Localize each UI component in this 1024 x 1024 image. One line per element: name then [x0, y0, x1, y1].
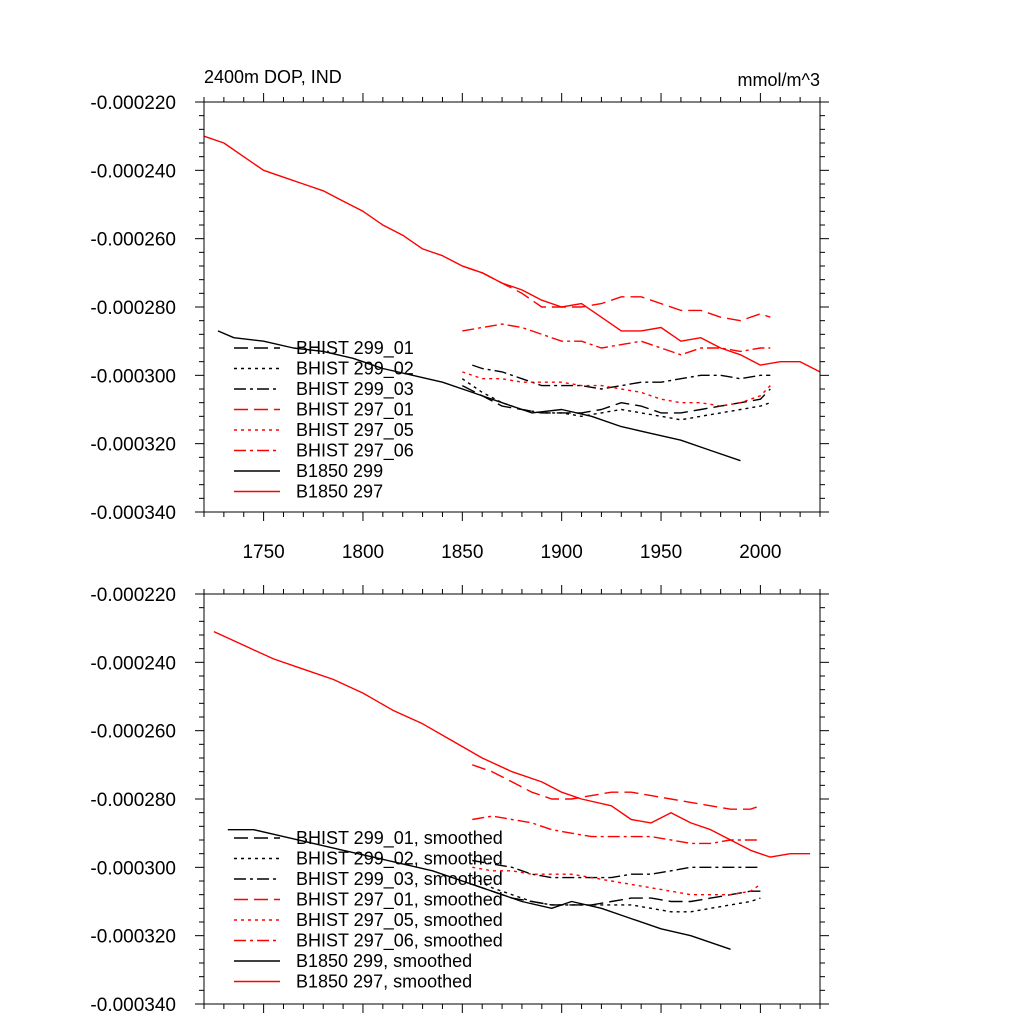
legend-label: B1850 297	[296, 482, 383, 502]
y-tick-label: -0.000220	[90, 585, 176, 606]
top-panel: 2400m DOP, IND mmol/m^3 1750 1800 1850 1900…	[90, 67, 829, 563]
y-tick-label: -0.000300	[90, 858, 176, 879]
y-tick-label: -0.000260	[90, 722, 176, 743]
legend-label: B1850 297, smoothed	[296, 972, 472, 992]
series-line-0	[472, 883, 761, 906]
series-line-6	[227, 829, 731, 950]
y-tick-label: -0.000300	[90, 366, 176, 387]
y-tick-label: -0.000280	[90, 790, 176, 811]
series-line-4	[472, 866, 761, 896]
legend-label: BHIST 299_02	[296, 359, 414, 380]
legend-label: BHIST 299_03	[296, 379, 414, 400]
y-tick-label: -0.000260	[90, 230, 176, 251]
series-line-1	[461, 378, 771, 421]
y-tick-label: -0.000320	[90, 435, 176, 456]
legend-label: BHIST 297_01	[296, 400, 414, 421]
series-line-6	[217, 330, 741, 462]
series-line-2	[472, 859, 761, 879]
legend-label: B1850 299, smoothed	[296, 951, 472, 971]
units-label: mmol/m^3	[738, 70, 820, 90]
y-tick-label: -0.000340	[90, 503, 176, 524]
y-tick-label: -0.000340	[90, 995, 176, 1016]
y-tick-label: -0.000280	[90, 298, 176, 319]
legend-label: BHIST 299_02, smoothed	[296, 849, 503, 870]
x-tick-label: 1950	[640, 542, 682, 563]
legend-label: BHIST 299_01	[296, 338, 414, 359]
plot-frame	[203, 593, 821, 1005]
x-tick-label: 1750	[242, 542, 284, 563]
panel-title: 2400m DOP, IND	[204, 67, 342, 87]
legend-label: BHIST 299_01, smoothed	[296, 828, 503, 849]
legend-label: B1850 299	[296, 461, 383, 481]
series-line-7	[203, 135, 821, 373]
x-tick-label: 1800	[342, 542, 384, 563]
legend-label: BHIST 297_05, smoothed	[296, 910, 503, 931]
series-line-4	[462, 371, 771, 407]
x-tick-label: 1850	[441, 542, 483, 563]
legend-label: BHIST 297_05	[296, 420, 414, 441]
legend-label: BHIST 297_01, smoothed	[296, 890, 503, 911]
y-tick-label: -0.000240	[90, 653, 176, 674]
bottom-panel: -0.000220 -0.000240 -0.000260 -0.000280 -0.0…	[90, 585, 829, 1016]
legend-label: BHIST 299_03, smoothed	[296, 869, 503, 890]
x-tick-label: 2000	[739, 542, 781, 563]
plot-frame	[203, 101, 821, 513]
y-tick-label: -0.000240	[90, 161, 176, 182]
series-line-7	[213, 630, 811, 858]
legend-label: BHIST 297_06	[296, 441, 414, 462]
y-tick-label: -0.000220	[90, 93, 176, 114]
series-line-0	[461, 384, 771, 414]
series-line-2	[472, 364, 771, 390]
series-line-3	[462, 265, 771, 322]
y-tick-label: -0.000320	[90, 927, 176, 948]
series-line-5	[472, 815, 761, 845]
x-tick-label: 1900	[541, 542, 583, 563]
series-line-5	[462, 323, 771, 356]
legend-label: BHIST 297_06, smoothed	[296, 931, 503, 952]
series-line-1	[471, 876, 761, 913]
